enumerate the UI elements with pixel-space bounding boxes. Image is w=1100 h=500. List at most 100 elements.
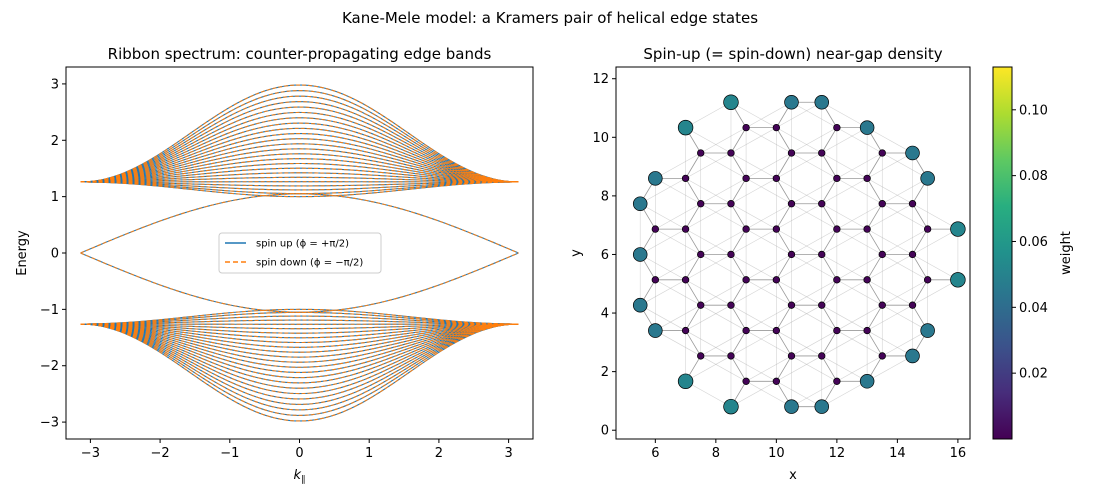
spectrum-xtick-label: 3: [504, 446, 512, 461]
spectrum-ticks: −3 −2 −1 0 1 2 3 −3 −2 −1 0 1 2 3: [40, 77, 513, 461]
site-marker: [742, 225, 750, 233]
legend-label-spin-up: spin up (ϕ = +π/2): [256, 239, 349, 250]
lattice-bond: [866, 279, 883, 306]
lattice-nnn-bond: [866, 152, 913, 179]
spectrum-plot-area: [80, 84, 519, 422]
spin-down-band-21: [80, 323, 519, 353]
site-marker: [863, 174, 871, 183]
site-marker: [863, 326, 871, 335]
lattice-bond: [685, 152, 702, 179]
colorbar-tick-label: 0.02: [1019, 367, 1048, 382]
lattice-nnn-bond: [700, 152, 747, 179]
lattice-nnn-bond: [685, 203, 732, 230]
lattice-bond: [685, 203, 702, 230]
lattice-bond: [866, 228, 883, 255]
spin-down-band-14: [80, 167, 519, 183]
density-xtick-label: 14: [889, 446, 906, 461]
spectrum-panel: Ribbon spectrum: counter-propagating edg…: [15, 45, 534, 485]
lattice-nnn-bond: [882, 279, 928, 306]
spin-down-band-44: [80, 90, 519, 183]
site-marker: [863, 276, 871, 284]
colorbar-tick-label: 0.10: [1019, 103, 1048, 118]
lattice-nnn-bond: [836, 127, 883, 154]
lattice-nnn-bond: [640, 254, 686, 281]
lattice-bond: [866, 178, 883, 204]
spin-down-band-0: [80, 181, 519, 198]
lattice-bond: [730, 203, 747, 230]
lattice-bond: [776, 178, 792, 204]
lattice-bond: [821, 304, 838, 331]
lattice-nnn-bond: [640, 279, 686, 306]
lattice-nnn-bond: [821, 330, 868, 357]
lattice-nnn-bond: [776, 254, 822, 281]
spin-down-band-33: [80, 323, 519, 384]
site-marker: [727, 250, 735, 259]
lattice-bond: [730, 355, 747, 382]
site-marker: [632, 196, 648, 211]
site-marker: [772, 225, 781, 233]
lattice-bond: [821, 178, 838, 204]
lattice-nnn-bond: [730, 102, 777, 128]
site-marker: [905, 348, 920, 364]
spin-down-band-47: [80, 323, 519, 422]
lattice-bond: [685, 228, 702, 255]
lattice-nnn-bond: [882, 203, 928, 230]
lattice-nnn-bond: [730, 279, 777, 306]
lattice-nnn-bond: [866, 355, 913, 382]
site-marker: [787, 352, 796, 360]
spin-down-band-5: [80, 315, 519, 325]
colorbar-tick-label: 0.06: [1019, 235, 1048, 250]
lattice-bond: [730, 127, 747, 154]
lattice-nnn-bond: [700, 279, 747, 306]
spin-down-band-41: [80, 323, 519, 405]
site-marker: [742, 276, 750, 284]
spin-down-band-38: [80, 106, 519, 183]
density-xtick-label: 10: [768, 446, 785, 461]
lattice-nnn-bond: [791, 254, 838, 281]
lattice-bond: [912, 228, 928, 255]
lattice-nnn-bond: [836, 279, 883, 306]
lattice-bond: [821, 203, 838, 230]
lattice-nnn-bond: [730, 381, 777, 407]
spin-down-band-32: [80, 122, 519, 183]
lattice-nnn-bond: [730, 127, 777, 154]
site-marker: [772, 123, 781, 132]
lattice-nnn-bond: [821, 102, 868, 128]
site-marker: [651, 225, 660, 233]
spin-down-band-35: [80, 323, 519, 389]
lattice-nnn-bond: [685, 254, 732, 281]
spin-down-band-31: [80, 323, 519, 379]
spectrum-xtick-label: −3: [81, 446, 100, 461]
lattice-bond: [730, 279, 747, 306]
lattice-nnn-bond: [776, 381, 822, 407]
lattice-bond: [866, 330, 883, 357]
spin-down-band-15: [80, 323, 519, 339]
lattice-nnn-bond: [821, 254, 868, 281]
lattice-nnn-bond: [776, 330, 822, 357]
density-ticks: 6 8 10 12 14 16 0 2 4 6 8 10 12: [592, 72, 966, 461]
spin-down-band-27: [80, 323, 519, 368]
lattice-nnn-bond: [791, 203, 838, 230]
lattice-nnn-bond: [700, 203, 747, 230]
density-ytick-label: 2: [601, 365, 609, 380]
lattice-nnn-bond: [821, 381, 868, 407]
lattice-nnn-bond: [640, 228, 686, 255]
lattice-nnn-bond: [791, 228, 838, 255]
lattice-nnn-bond: [866, 127, 913, 154]
lattice-nnn-bond: [836, 152, 883, 179]
spectrum-title: Ribbon spectrum: counter-propagating edg…: [108, 45, 492, 63]
lattice-nnn-bond: [912, 254, 959, 281]
lattice-nnn-bond: [655, 330, 701, 357]
lattice-nnn-bond: [791, 304, 838, 331]
lattice-bond: [912, 203, 928, 230]
lattice-nnn-bond: [912, 203, 959, 230]
spin-up-band-42: [80, 95, 519, 183]
lattice-bond: [821, 279, 838, 306]
lattice-nnn-bond: [685, 279, 732, 306]
lattice-nnn-bond: [776, 102, 822, 128]
site-marker: [787, 250, 796, 259]
lattice-nnn-bond: [655, 228, 701, 255]
site-marker: [632, 247, 648, 262]
lattice-nnn-bond: [745, 178, 792, 204]
